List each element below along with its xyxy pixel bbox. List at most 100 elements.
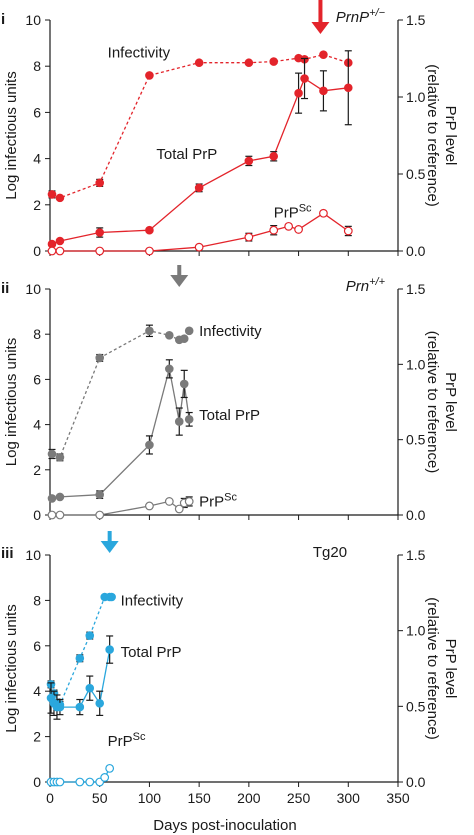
data-point	[105, 763, 115, 773]
data-point	[244, 58, 254, 68]
right-y-axis-label: PrP level	[442, 639, 459, 699]
data-point	[95, 490, 105, 499]
data-point	[300, 74, 309, 83]
data-point	[47, 449, 57, 459]
data-point	[184, 415, 194, 424]
series-total-prp: Total PrP	[47, 50, 353, 249]
right-y-tick-label: 0.0	[406, 507, 426, 523]
left-y-tick-label: 10	[25, 12, 41, 28]
data-point	[75, 777, 85, 787]
data-point	[145, 501, 154, 511]
series-prpsc: PrPSc	[46, 731, 146, 787]
series-label: Infectivity	[199, 323, 262, 340]
data-point	[95, 510, 105, 520]
series-label: PrPSc	[274, 203, 312, 222]
genotype-label: Prn+/+	[346, 276, 386, 295]
data-point	[343, 226, 353, 236]
x-tick-label: 350	[386, 790, 410, 806]
x-tick-label: 50	[92, 790, 108, 806]
time-point-arrow-head	[311, 22, 330, 34]
data-point	[47, 494, 57, 503]
data-point	[294, 88, 303, 98]
left-y-tick-label: 0	[33, 243, 41, 259]
data-point	[244, 232, 254, 242]
series-prpsc: PrPSc	[47, 491, 237, 520]
data-point	[194, 242, 204, 252]
genotype-label: PrnP+/−	[336, 7, 386, 26]
data-point	[179, 379, 189, 389]
series-label: Total PrP	[121, 644, 182, 661]
series-label: Total PrP	[156, 146, 217, 163]
left-y-tick-label: 2	[33, 197, 41, 213]
data-point	[269, 151, 279, 161]
right-y-axis-label: PrP level	[442, 106, 459, 166]
right-y-tick-label: 0.0	[406, 774, 426, 790]
data-point	[244, 156, 254, 166]
right-y-tick-label: 0.5	[406, 432, 426, 448]
right-y-tick-label: 0.5	[406, 166, 426, 182]
data-point	[85, 631, 95, 640]
data-point	[194, 58, 204, 68]
data-point	[47, 510, 57, 520]
left-y-tick-label: 6	[33, 371, 41, 387]
data-point	[100, 773, 110, 782]
data-point	[319, 50, 328, 59]
shared-x-axis-label: Days post-inoculation	[153, 817, 296, 834]
left-y-tick-label: 8	[33, 326, 41, 342]
x-tick-label: 100	[138, 790, 162, 806]
right-y-tick-label: 0.5	[406, 698, 426, 714]
chart-panel-i: 0 2 4 6 8 10 0.0 0.5 1.0 1.5 Log infectious units P…	[1, 0, 459, 259]
series-prpsc: PrPSc	[47, 203, 353, 256]
data-point	[145, 326, 154, 336]
data-point	[343, 83, 353, 93]
data-point	[107, 592, 116, 602]
left-y-axis-label: Log infectious units	[3, 604, 20, 732]
left-y-tick-label: 6	[33, 638, 41, 654]
panel-label: iii	[1, 545, 14, 562]
x-tick-label: 250	[287, 790, 311, 806]
data-point	[95, 353, 105, 363]
right-y-tick-label: 1.5	[406, 281, 426, 297]
series-label: Infectivity	[108, 44, 171, 61]
right-y-tick-label: 1.0	[406, 356, 426, 372]
data-point	[269, 57, 279, 66]
x-tick-label: 300	[337, 790, 361, 806]
series-total-prp: Total PrP	[46, 635, 182, 720]
right-y-axis-label: PrP level	[442, 372, 459, 432]
data-point	[194, 183, 204, 193]
left-y-tick-label: 4	[33, 683, 41, 699]
data-point	[165, 331, 174, 340]
data-point	[174, 417, 184, 426]
data-point	[319, 86, 328, 96]
chart-panel-ii: 0 2 4 6 8 10 0.0 0.5 1.0 1.5 Log infectious units P…	[1, 265, 459, 523]
left-y-tick-label: 4	[33, 151, 41, 167]
data-point	[284, 221, 294, 231]
data-point	[75, 702, 85, 712]
right-y-axis-label-2: (relative to reference)	[424, 597, 441, 740]
left-y-tick-label: 8	[33, 592, 41, 608]
x-tick-label: 0	[46, 790, 54, 806]
data-point	[269, 225, 279, 235]
data-point	[95, 699, 105, 708]
data-point	[85, 777, 95, 787]
time-point-arrow-head	[170, 275, 189, 287]
left-y-tick-label: 10	[25, 547, 41, 563]
data-point	[55, 236, 65, 246]
panels-layer: 0 2 4 6 8 10 0.0 0.5 1.0 1.5 Log infectious units P…	[1, 0, 459, 806]
left-y-axis-label: Log infectious units	[3, 71, 20, 199]
time-point-arrow-head	[100, 541, 119, 553]
series-total-prp: Total PrP	[47, 359, 260, 503]
series-label: Infectivity	[121, 592, 184, 609]
left-y-tick-label: 0	[33, 507, 41, 523]
series-infectivity: Infectivity	[47, 44, 353, 203]
data-point	[95, 228, 105, 237]
data-point	[55, 510, 65, 520]
panel-label: ii	[1, 280, 9, 297]
data-point	[145, 71, 154, 80]
right-y-tick-label: 1.5	[406, 547, 426, 563]
data-point	[294, 225, 303, 234]
series-label: Total PrP	[199, 407, 260, 424]
data-point	[95, 246, 105, 256]
panel-label: i	[1, 11, 5, 28]
